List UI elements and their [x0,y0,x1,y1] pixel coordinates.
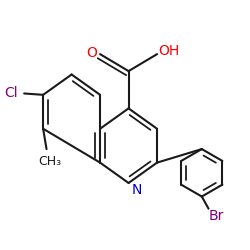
Text: Br: Br [209,208,224,222]
Text: O: O [86,46,97,60]
Text: OH: OH [158,44,180,59]
Text: CH₃: CH₃ [38,155,62,168]
Text: N: N [132,183,142,197]
Text: Cl: Cl [4,86,18,100]
